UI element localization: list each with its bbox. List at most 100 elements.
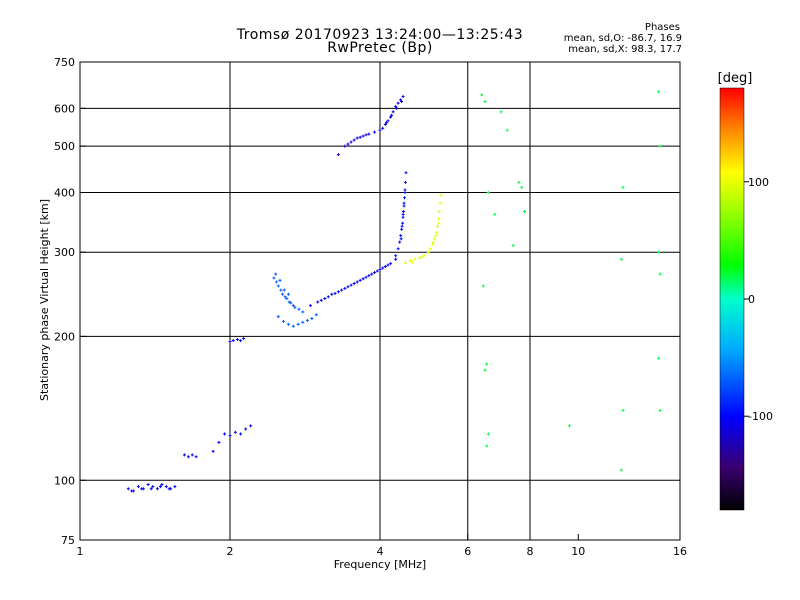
data-point	[301, 320, 305, 324]
data-point	[402, 204, 406, 208]
data-point	[231, 339, 235, 343]
data-point	[358, 135, 362, 139]
data-point	[381, 266, 385, 270]
colorbar-tick-label: -100	[748, 410, 773, 423]
data-point	[319, 298, 323, 302]
data-point	[326, 295, 330, 299]
data-point	[276, 284, 280, 288]
data-point	[364, 133, 368, 137]
data-point	[336, 290, 340, 294]
data-point	[364, 275, 368, 279]
data-point	[126, 487, 130, 491]
data-point	[151, 485, 155, 489]
data-point	[242, 336, 246, 340]
data-point	[403, 196, 407, 200]
data-point	[333, 291, 337, 295]
data-point	[346, 142, 350, 146]
data-point	[480, 93, 484, 97]
data-point	[370, 272, 374, 276]
x-tick-label: 1	[77, 545, 84, 558]
data-point	[399, 234, 403, 238]
data-point	[657, 90, 661, 94]
data-point	[282, 288, 286, 292]
data-point	[349, 283, 353, 287]
data-point	[249, 424, 253, 428]
data-point	[483, 100, 487, 104]
data-point	[394, 105, 398, 109]
colorbar-tick-label: 0	[748, 293, 755, 306]
data-point	[431, 240, 435, 244]
data-point	[657, 356, 661, 360]
phases-o-stats: mean, sd,O: -86.7, 16.9	[563, 33, 682, 44]
data-point	[401, 215, 405, 219]
data-point	[343, 286, 347, 290]
data-point	[235, 338, 239, 342]
data-point	[523, 210, 527, 214]
data-point	[167, 487, 171, 491]
data-point	[435, 230, 439, 234]
data-point	[136, 485, 140, 489]
data-point	[396, 247, 400, 251]
data-point	[367, 274, 371, 278]
x-tick-label: 10	[571, 545, 585, 558]
data-point	[505, 128, 509, 132]
axis-ticks: 1 2 4 6 8 10 16 75 100 200 300 400 500 600 750	[54, 56, 687, 558]
data-point	[403, 261, 407, 265]
data-point	[394, 257, 398, 261]
data-point	[486, 190, 490, 194]
data-point	[343, 144, 347, 148]
data-point	[186, 455, 190, 459]
data-point	[286, 322, 290, 326]
y-tick-label: 400	[54, 186, 75, 199]
data-point	[499, 110, 503, 114]
data-point	[390, 113, 394, 117]
data-point	[485, 444, 489, 448]
data-point	[239, 432, 243, 436]
data-point	[396, 101, 400, 105]
data-point	[276, 315, 280, 319]
data-points	[126, 90, 662, 493]
data-point	[408, 259, 412, 263]
data-point	[386, 263, 390, 267]
data-point	[286, 292, 290, 296]
data-point	[658, 408, 662, 412]
data-point	[285, 297, 289, 301]
x-tick-label: 6	[464, 545, 471, 558]
data-point	[373, 271, 377, 275]
data-point	[211, 449, 215, 453]
data-point	[274, 272, 278, 276]
data-point	[422, 254, 426, 258]
y-tick-label: 600	[54, 102, 75, 115]
data-point	[281, 292, 285, 296]
data-point	[336, 153, 340, 157]
data-point	[244, 427, 248, 431]
data-point	[401, 221, 405, 225]
chart-title: Tromsø 20170923 13:24:00—13:25:43	[236, 27, 524, 43]
data-point	[233, 430, 237, 434]
data-point	[420, 255, 424, 259]
data-point	[173, 485, 177, 489]
data-point	[399, 237, 403, 241]
data-point	[383, 265, 387, 269]
y-tick-label: 100	[54, 474, 75, 487]
data-point	[228, 340, 232, 344]
x-tick-label: 4	[377, 545, 384, 558]
data-point	[493, 212, 497, 216]
data-point	[278, 278, 282, 282]
data-point	[384, 121, 388, 125]
data-point	[361, 134, 365, 138]
data-point	[401, 95, 405, 99]
data-point	[383, 123, 387, 127]
data-point	[158, 485, 162, 489]
data-point	[373, 130, 377, 134]
data-point	[658, 272, 662, 276]
data-point	[146, 482, 150, 486]
data-point	[155, 487, 159, 491]
data-point	[520, 185, 524, 189]
data-point	[511, 243, 515, 247]
data-point	[361, 277, 365, 281]
data-point	[239, 339, 243, 343]
data-point	[486, 432, 490, 436]
data-point	[394, 254, 398, 258]
